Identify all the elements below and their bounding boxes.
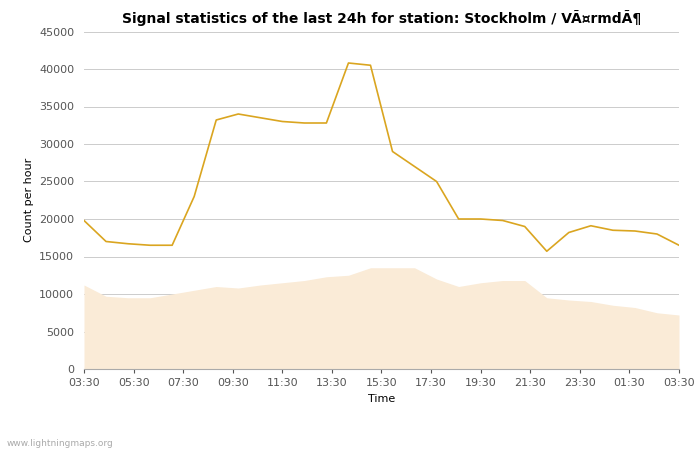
Title: Signal statistics of the last 24h for station: Stockholm / VÃ¤rmdÃ¶: Signal statistics of the last 24h for st… (122, 10, 641, 26)
X-axis label: Time: Time (368, 394, 395, 404)
Y-axis label: Count per hour: Count per hour (24, 158, 34, 243)
Text: www.lightningmaps.org: www.lightningmaps.org (7, 439, 113, 448)
